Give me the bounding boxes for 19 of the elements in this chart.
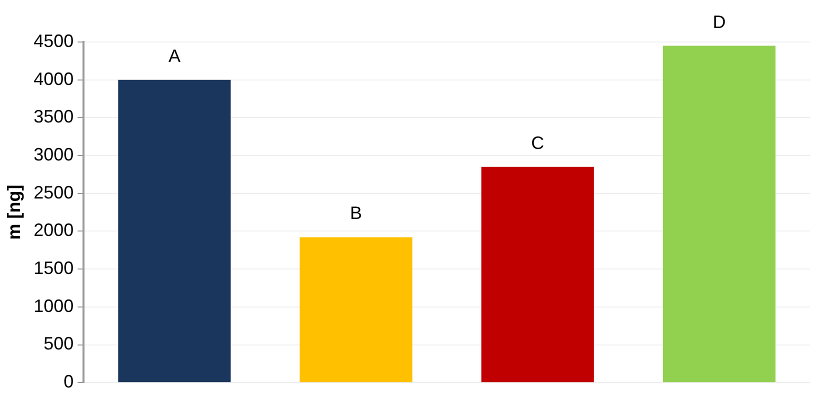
y-tick-label: 1500 <box>34 258 74 278</box>
y-tick-label: 2000 <box>34 220 74 240</box>
y-tick-label: 3500 <box>34 106 74 127</box>
bar <box>481 166 594 382</box>
data-label: A <box>168 46 180 66</box>
bar <box>118 80 231 382</box>
data-label: D <box>712 12 726 32</box>
y-tick-label: 500 <box>44 334 74 354</box>
bar <box>662 46 776 382</box>
data-label: B <box>350 203 362 224</box>
y-tick-label: 4000 <box>34 68 74 89</box>
y-tick-label: 2500 <box>34 182 74 202</box>
bar <box>300 237 412 382</box>
data-label: C <box>531 132 544 153</box>
y-tick-label: 1000 <box>34 296 74 316</box>
y-tick-label: 4500 <box>34 30 74 51</box>
y-tick-label: 0 <box>64 372 74 392</box>
y-axis-title: m [ng] <box>4 184 24 240</box>
y-tick-label: 3000 <box>34 144 74 164</box>
